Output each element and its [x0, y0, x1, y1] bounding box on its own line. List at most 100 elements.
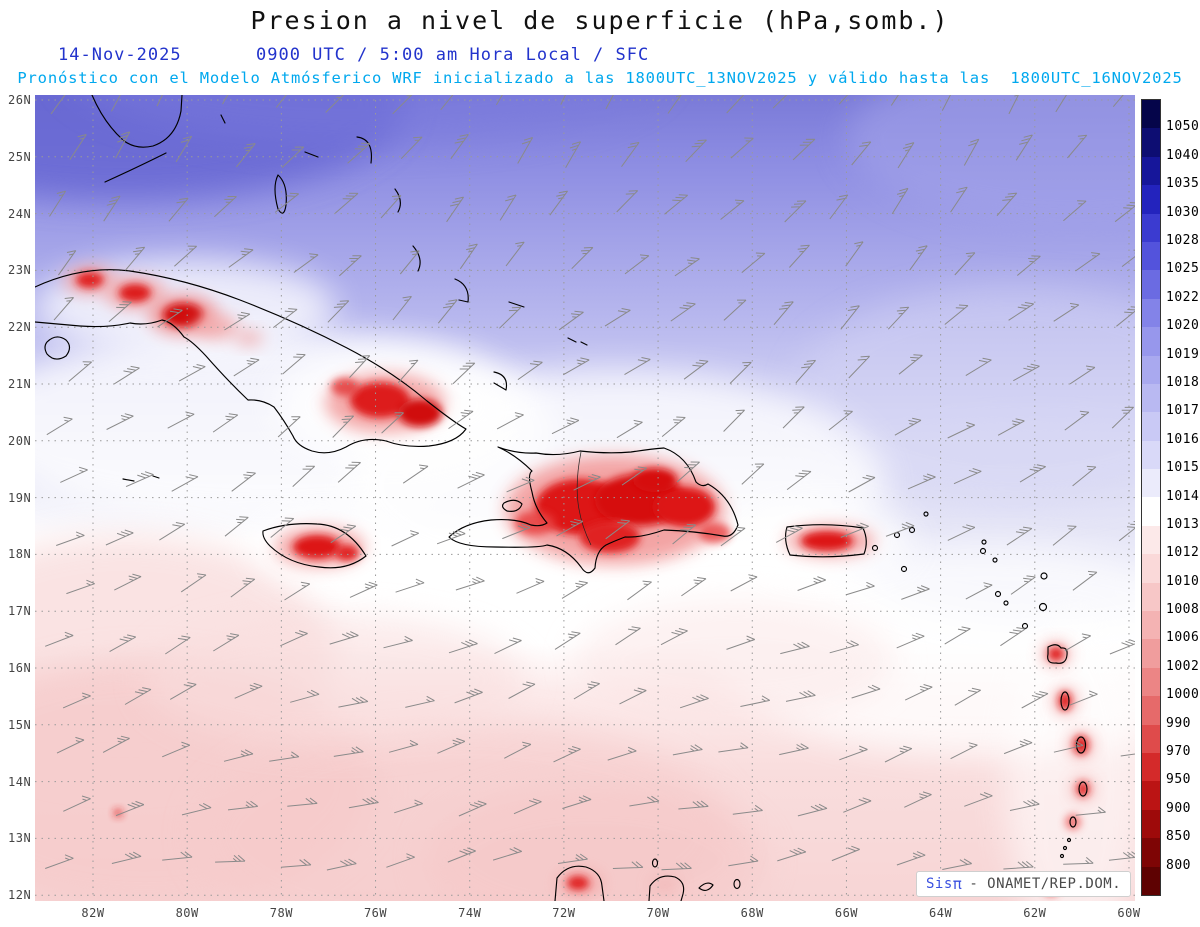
guadeloupe-coastline	[1047, 644, 1068, 664]
puerto-rico-coastline	[784, 524, 867, 558]
abc-islands-coastline	[651, 858, 741, 891]
colorbar-tick-label: 1050	[1166, 119, 1200, 135]
lat-tick-label: 18N	[8, 547, 32, 562]
colorbar-tick-label: 950	[1166, 772, 1191, 788]
lon-tick-label: 82W	[81, 906, 105, 920]
colorbar-tick-label: 1018	[1166, 374, 1200, 390]
lat-tick-label: 16N	[8, 661, 32, 675]
colorbar-swatch	[1142, 241, 1160, 271]
colorbar-tick-label: 1012	[1166, 545, 1200, 561]
colorbar-swatch	[1142, 497, 1160, 526]
colorbar-swatch	[1142, 582, 1160, 612]
pressure-map-canvas	[35, 95, 1135, 901]
colorbar-swatch	[1142, 270, 1160, 299]
lon-tick-label: 76W	[363, 906, 388, 920]
lat-tick-label: 25N	[8, 149, 32, 164]
lat-tick-label: 15N	[8, 717, 32, 732]
colorbar-tick-label: 1016	[1166, 431, 1200, 447]
colorbar-tick-label: 1035	[1166, 176, 1200, 192]
isla-juventud-coastline	[44, 336, 71, 360]
lat-tick-label: 22N	[8, 320, 32, 335]
lat-tick-label: 19N	[8, 490, 32, 505]
colorbar-swatch	[1142, 525, 1160, 555]
colorbar-tick-label: 1020	[1166, 318, 1200, 334]
colorbar-tick-label: 1014	[1166, 488, 1200, 504]
colorbar-swatch	[1142, 469, 1160, 498]
colorbar-swatch	[1142, 554, 1160, 583]
lon-tick-label: 66W	[834, 906, 859, 920]
cayman-islands-coastline	[122, 475, 160, 482]
lat-tick-label: 13N	[8, 831, 32, 846]
colorbar-swatch	[1142, 327, 1160, 356]
colorbar-swatch	[1142, 866, 1160, 895]
colorbar-swatches	[1141, 99, 1161, 896]
lat-tick-label: 14N	[8, 774, 32, 789]
colorbar-tick-label: 1025	[1166, 261, 1200, 277]
colorbar-swatch	[1142, 100, 1160, 129]
watermark-text: - ONAMET/REP.DOM.	[969, 876, 1122, 892]
lat-tick-label: 21N	[8, 377, 32, 391]
forecast-time: 0900 UTC / 5:00 am Hora Local / SFC	[256, 45, 650, 65]
wind-barbs	[45, 95, 1135, 871]
colorbar-swatch	[1142, 412, 1160, 441]
lon-tick-label: 70W	[646, 906, 670, 920]
colorbar-tick-label: 1022	[1166, 289, 1200, 305]
colorbar-swatch	[1142, 639, 1160, 668]
lon-tick-label: 78W	[269, 906, 293, 920]
colorbar-swatch	[1142, 724, 1160, 753]
colorbar-swatch	[1142, 440, 1160, 470]
lon-tick-label: 68W	[740, 906, 764, 920]
guajira-peninsula-coastline	[554, 865, 605, 901]
colorbar-swatch	[1142, 667, 1160, 697]
forecast-model-line: Pronóstico con el Modelo Atmósferico WRF…	[17, 69, 1183, 87]
colorbar-tick-label: 850	[1166, 829, 1191, 845]
colorbar-tick-label: 1008	[1166, 602, 1200, 618]
colorbar-swatch	[1142, 128, 1160, 157]
lon-tick-label: 64W	[929, 906, 953, 920]
lon-tick-label: 60W	[1117, 906, 1141, 920]
forecast-date: 14-Nov-2025	[58, 45, 182, 65]
colorbar-tick-label: 1028	[1166, 232, 1200, 248]
hispaniola-coastline	[448, 446, 739, 574]
colorbar-tick-label: 1030	[1166, 204, 1200, 220]
page-title: Presion a nivel de superficie (hPa,somb.…	[250, 6, 950, 35]
lat-lon-gridlines	[35, 99, 1135, 896]
lat-tick-label: 24N	[8, 206, 32, 221]
colorbar-tick-label: 990	[1166, 715, 1191, 731]
pressure-colorbar: 1050 1040 1035 1030 1028 1025 1022 1020 1019 1018…	[1141, 99, 1200, 896]
watermark-pi-symbol: π	[952, 875, 963, 893]
paraguana-peninsula-coastline	[648, 875, 685, 901]
jamaica-coastline	[262, 523, 367, 569]
colorbar-swatch	[1142, 781, 1160, 810]
colorbar-tick-label: 1017	[1166, 403, 1200, 419]
lon-tick-label: 80W	[175, 906, 199, 920]
lat-tick-label: 12N	[8, 888, 32, 903]
cuba-coastline	[35, 269, 467, 454]
colorbar-tick-label: 1040	[1166, 147, 1200, 163]
virgin-and-leeward-islands-coastline	[871, 511, 1048, 630]
colorbar-tick-label: 1000	[1166, 687, 1200, 703]
pressure-map	[35, 95, 1135, 901]
gonave-island-coastline	[501, 499, 523, 512]
lat-tick-label: 23N	[8, 263, 32, 278]
colorbar-swatch	[1142, 185, 1160, 214]
colorbar-tick-label: 1015	[1166, 460, 1200, 476]
florida-keys-coastline	[104, 152, 167, 183]
colorbar-tick-label: 1002	[1166, 658, 1200, 674]
colorbar-tick-label: 1006	[1166, 630, 1200, 646]
colorbar-tick-label: 970	[1166, 744, 1191, 760]
colorbar-tick-label: 1013	[1166, 516, 1200, 532]
lon-tick-label: 62W	[1023, 906, 1047, 920]
colorbar-swatch	[1142, 383, 1160, 413]
colorbar-swatch	[1142, 298, 1160, 328]
terrain-pressure-minima	[64, 266, 1094, 896]
coastlines	[35, 95, 1088, 901]
haiti-dr-border	[576, 451, 592, 546]
colorbar-swatch	[1142, 838, 1160, 867]
watermark: Sis π - ONAMET/REP.DOM.	[916, 871, 1132, 897]
lat-tick-label: 20N	[8, 433, 32, 448]
colorbar-swatch	[1142, 752, 1160, 782]
colorbar-swatch	[1142, 611, 1160, 640]
colorbar-tick-label: 800	[1166, 857, 1191, 873]
colorbar-swatch	[1142, 355, 1160, 384]
